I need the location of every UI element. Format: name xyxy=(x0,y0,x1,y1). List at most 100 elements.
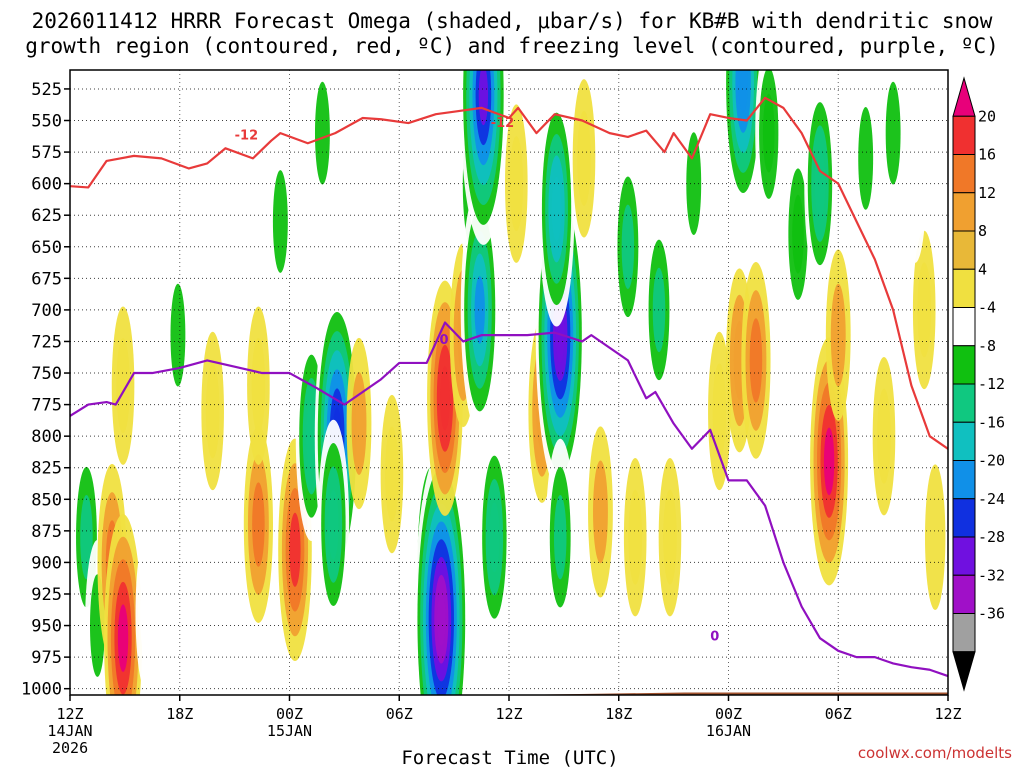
xtick-label-18: 06Z xyxy=(386,705,413,723)
omega-cell-50 xyxy=(880,70,906,219)
omega-band xyxy=(712,363,727,459)
omega-cell-49 xyxy=(872,356,896,516)
colorbar-swatch-11 xyxy=(952,498,976,538)
omega-band xyxy=(489,502,500,573)
omega-cell-43 xyxy=(755,70,783,226)
colorbar-label-20: 20 xyxy=(978,107,996,125)
colorbar-swatch-14 xyxy=(952,613,976,653)
omega-band xyxy=(628,489,642,585)
omega-band xyxy=(908,136,922,232)
ytick-label-900: 900 xyxy=(31,553,62,573)
omega-band xyxy=(830,283,846,387)
omega-cell-39 xyxy=(708,331,731,491)
omega-band xyxy=(686,132,702,235)
colorbar-label-4: 4 xyxy=(978,260,987,278)
colorbar: 20 16 12 8 4 -4 -8 -12 -16 -20 -24 -28 -32 -36 xyxy=(952,76,1005,692)
omega-cell-6 xyxy=(165,249,191,421)
colorbar-swatch-6 xyxy=(952,307,976,347)
omega-band xyxy=(474,276,485,344)
omega-band xyxy=(792,194,804,274)
colorbar-label--32: -32 xyxy=(978,566,1005,584)
omega-cell-23 xyxy=(460,185,499,434)
xtick-label-48: 12Z xyxy=(934,705,961,723)
omega-band xyxy=(272,170,288,273)
omega-band xyxy=(688,489,703,585)
omega-band xyxy=(509,136,524,232)
omega-cell-33 xyxy=(623,457,647,617)
xtick-label-0: 12Z xyxy=(56,705,83,723)
colorbar-swatch-2 xyxy=(952,154,976,194)
ytick-label-775: 775 xyxy=(31,396,62,416)
ytick-label-875: 875 xyxy=(31,522,62,542)
omega-cell-5 xyxy=(135,533,159,693)
colorbar-label--28: -28 xyxy=(978,528,1005,546)
xtick-label-42: 06Z xyxy=(825,705,852,723)
omega-band xyxy=(116,338,130,434)
omega-band xyxy=(577,110,591,206)
omega-cell-53 xyxy=(903,104,927,263)
colorbar-label--24: -24 xyxy=(978,490,1005,508)
colorbar-swatch-1 xyxy=(952,115,976,155)
dgz-upper-contour xyxy=(70,96,948,450)
omega-band xyxy=(823,427,835,496)
colorbar-swatch-5 xyxy=(952,268,976,308)
colorbar-swatch-9 xyxy=(952,421,976,461)
omega-cell-47 xyxy=(825,249,851,421)
omega-band xyxy=(117,604,129,672)
omega-band xyxy=(252,482,265,567)
omega-band xyxy=(385,426,399,522)
omega-cell-13 xyxy=(310,70,335,219)
omega-cell-41 xyxy=(741,262,771,459)
omega-cell-36 xyxy=(658,457,682,617)
omega-band xyxy=(593,460,608,564)
chart-title-line1: 2026011412 HRRR Forecast Omega (shaded, … xyxy=(32,9,993,33)
omega-band xyxy=(251,338,266,434)
omega-band xyxy=(80,495,93,580)
ytick-label-600: 600 xyxy=(31,175,62,195)
colorbar-label--4: -4 xyxy=(978,299,996,317)
ytick-label-850: 850 xyxy=(31,490,62,510)
ytick-label-625: 625 xyxy=(31,206,62,226)
omega-band xyxy=(351,372,367,475)
ytick-label-925: 925 xyxy=(31,585,62,605)
omega-band xyxy=(885,81,901,185)
ytick-label-800: 800 xyxy=(31,427,62,447)
omega-cell-32 xyxy=(588,426,613,598)
colorbar-swatch-3 xyxy=(952,192,976,232)
omega-cell-31 xyxy=(572,79,596,238)
xtick-date-0: 14JAN xyxy=(47,722,92,740)
omega-cell-26 xyxy=(505,104,528,263)
credit-text: coolwx.com/modelts xyxy=(858,744,1012,762)
ytick-label-675: 675 xyxy=(31,269,62,289)
omega-band xyxy=(621,204,635,289)
omega-cell-19 xyxy=(414,450,469,695)
omega-cell-42 xyxy=(723,70,764,213)
colorbar-label--20: -20 xyxy=(978,452,1005,470)
omega-cell-7 xyxy=(201,331,224,491)
omega-cell-15 xyxy=(317,419,350,630)
freezing-level-contour xyxy=(70,321,948,678)
ytick-label-950: 950 xyxy=(31,617,62,637)
omega-band xyxy=(478,70,489,126)
y-axis-ticks: 525 550 575 600 625 650 675 700 725 750 775 800 825 8… xyxy=(21,80,70,700)
omega-cell-8 xyxy=(243,426,274,623)
ytick-label-750: 750 xyxy=(31,364,62,384)
omega-band xyxy=(858,107,874,210)
ytick-label-1000: 1000 xyxy=(21,680,62,700)
xtick-label-6: 18Z xyxy=(166,705,193,723)
omega-band xyxy=(877,388,891,484)
dgz-contour-label: -12 xyxy=(235,128,259,143)
omega-cell-25 xyxy=(478,432,511,642)
colorbar-arrow-top xyxy=(952,76,976,117)
omega-cell-45 xyxy=(804,78,836,289)
omega-band xyxy=(553,495,567,580)
freezing-level-label: 0 xyxy=(439,333,448,348)
omega-band xyxy=(738,70,748,113)
xtick-date-12: 15JAN xyxy=(267,722,312,740)
omega-band xyxy=(814,148,826,219)
omega-cell-16 xyxy=(346,337,372,510)
colorbar-label--16: -16 xyxy=(978,413,1005,431)
colorbar-label--12: -12 xyxy=(978,375,1005,393)
omega-cell-52 xyxy=(924,464,946,610)
